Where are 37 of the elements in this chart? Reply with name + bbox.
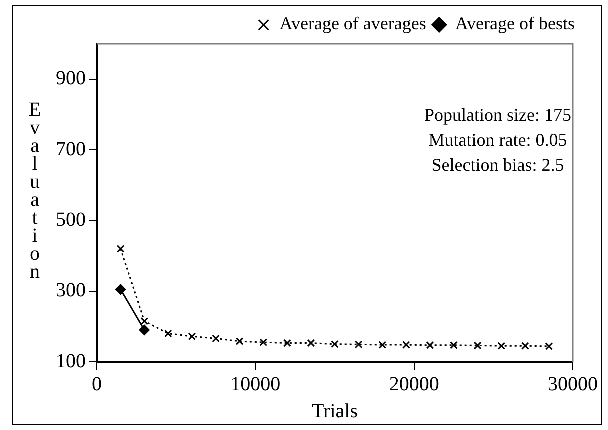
annotation: Mutation rate: 0.05 xyxy=(428,130,568,150)
point xyxy=(545,342,554,350)
point xyxy=(236,338,244,346)
point xyxy=(474,342,482,350)
point xyxy=(116,284,126,295)
point xyxy=(521,342,530,350)
point xyxy=(378,341,387,349)
y-tick-label: 100 xyxy=(56,350,86,372)
x-axis-title: Trials xyxy=(312,400,358,422)
point xyxy=(212,334,220,343)
legend-label: Average of averages xyxy=(280,14,426,34)
x-tick-label: 10000 xyxy=(230,373,281,396)
point xyxy=(307,339,316,348)
point xyxy=(354,340,363,349)
x-tick-label: 30000 xyxy=(548,373,598,396)
point xyxy=(498,342,506,350)
point xyxy=(164,330,172,338)
point xyxy=(260,338,268,346)
annotation: Selection bias: 2.5 xyxy=(432,155,564,175)
point xyxy=(139,324,150,336)
point xyxy=(140,317,149,326)
y-tick-label: 900 xyxy=(56,68,86,90)
point xyxy=(450,341,458,350)
x-tick-label: 20000 xyxy=(389,373,440,396)
y-tick-label: 700 xyxy=(56,138,86,160)
y-tick-label: 500 xyxy=(56,208,86,231)
point xyxy=(116,245,125,253)
point xyxy=(426,341,434,350)
y-tick-label: 300 xyxy=(56,280,86,302)
x-tick-label: 0 xyxy=(92,373,102,396)
text: Evaluation xyxy=(28,99,42,283)
annotation: Population size: 175 xyxy=(424,105,572,125)
point xyxy=(331,340,339,348)
legend-label: Average of bests xyxy=(455,14,576,34)
point xyxy=(188,332,196,340)
point xyxy=(402,341,410,349)
point xyxy=(283,339,292,348)
